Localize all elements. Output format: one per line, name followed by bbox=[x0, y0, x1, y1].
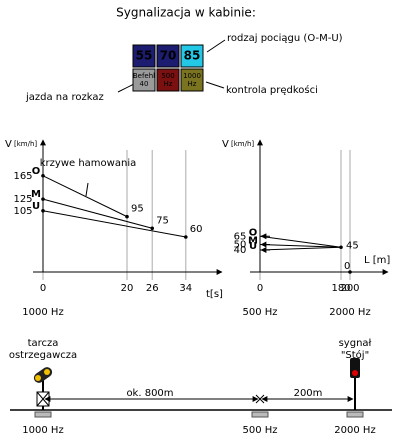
indicator-label: 500 Hz bbox=[161, 72, 174, 88]
leader bbox=[206, 39, 226, 53]
frequency-label: 500 Hz bbox=[242, 307, 277, 318]
cross bbox=[255, 394, 265, 404]
curve-name: U bbox=[32, 201, 40, 212]
x-tick-label: 0 bbox=[257, 283, 263, 294]
signal-label: sygnał "Stój" bbox=[339, 338, 372, 361]
point bbox=[150, 226, 154, 231]
balise bbox=[34, 411, 52, 418]
indicator bbox=[156, 68, 180, 92]
balise-label: 1000 Hz bbox=[22, 425, 63, 436]
indicator-label: 1000 Hz bbox=[183, 72, 201, 88]
indicator bbox=[132, 68, 156, 92]
y-value-label: 105 bbox=[13, 206, 32, 217]
curve-name: U bbox=[249, 241, 257, 252]
end-value-label: 75 bbox=[156, 215, 169, 226]
annotation: rodzaj pociągu (O-M-U) bbox=[227, 33, 343, 44]
balise-label: 500 Hz bbox=[242, 425, 277, 436]
y-value-label: 125 bbox=[13, 194, 32, 205]
end-value-label: 95 bbox=[131, 204, 144, 215]
speed-curve bbox=[259, 244, 342, 248]
title: Sygnalizacja w kabinie: bbox=[116, 6, 256, 20]
y-value-label: 40 bbox=[234, 245, 247, 256]
point bbox=[348, 270, 352, 274]
x-axis-label: L [m] bbox=[364, 255, 390, 266]
frequency-label: 2000 Hz bbox=[329, 307, 370, 318]
y-axis-label: V bbox=[222, 139, 229, 150]
annotation: kontrola prędkości bbox=[226, 84, 318, 96]
annotation: jazda na rozkaz bbox=[25, 92, 104, 103]
leader bbox=[117, 83, 135, 93]
braking-curve bbox=[42, 210, 186, 238]
indicator-label: Befehl 40 bbox=[133, 72, 155, 88]
lamp bbox=[352, 370, 358, 376]
braking-curve bbox=[42, 175, 128, 218]
end-value-label: 0 bbox=[344, 261, 350, 272]
y-value-label: 50 bbox=[234, 240, 247, 251]
y-axis-label: V bbox=[5, 139, 12, 150]
indicator-label: 70 bbox=[160, 49, 177, 63]
point bbox=[125, 214, 129, 219]
y-axis-unit: [km/h] bbox=[231, 140, 254, 148]
signal-label: tarcza ostrzegawcza bbox=[9, 338, 77, 361]
distance-label: ok. 800m bbox=[126, 388, 173, 399]
indicator-label: 55 bbox=[136, 49, 153, 63]
distance-label: 200m bbox=[294, 388, 323, 399]
leader bbox=[85, 182, 89, 197]
x-tick-label: 34 bbox=[179, 283, 192, 294]
indicator bbox=[132, 44, 156, 68]
y-axis-unit: [km/h] bbox=[14, 140, 37, 148]
x-tick-label: 180 bbox=[331, 283, 350, 294]
balise bbox=[346, 411, 364, 418]
x-tick-label: 20 bbox=[121, 283, 134, 294]
x-tick-label: 200 bbox=[340, 283, 359, 294]
curve-name: O bbox=[249, 227, 258, 238]
point bbox=[339, 245, 343, 250]
indicator bbox=[180, 68, 204, 92]
frequency-label: 1000 Hz bbox=[22, 307, 63, 318]
indicator bbox=[180, 44, 204, 68]
y-value-label: 165 bbox=[13, 171, 32, 182]
curve-name: O bbox=[32, 166, 41, 177]
balise-label: 2000 Hz bbox=[334, 425, 375, 436]
point bbox=[41, 174, 45, 178]
point bbox=[41, 197, 45, 201]
balise bbox=[251, 411, 269, 418]
leader bbox=[205, 81, 225, 89]
x-axis-label: t[s] bbox=[206, 289, 223, 300]
speed-curve bbox=[259, 246, 342, 251]
indicator bbox=[156, 44, 180, 68]
point bbox=[41, 208, 45, 213]
indicator-label: 85 bbox=[184, 49, 201, 63]
warning-board-x bbox=[36, 391, 50, 407]
x-tick-label: 0 bbox=[40, 283, 46, 294]
x-tick-label: 26 bbox=[146, 283, 159, 294]
lamp bbox=[44, 369, 50, 375]
curve-name: M bbox=[31, 189, 41, 200]
note: krzywe hamowania bbox=[40, 158, 136, 169]
braking-curve bbox=[42, 198, 153, 229]
point bbox=[184, 235, 188, 239]
end-value-label: 60 bbox=[190, 224, 203, 235]
speed-curve bbox=[259, 235, 342, 248]
end-value-label: 45 bbox=[346, 240, 359, 251]
curve-name: M bbox=[248, 236, 258, 247]
y-value-label: 65 bbox=[234, 231, 247, 242]
lamp bbox=[35, 375, 41, 381]
